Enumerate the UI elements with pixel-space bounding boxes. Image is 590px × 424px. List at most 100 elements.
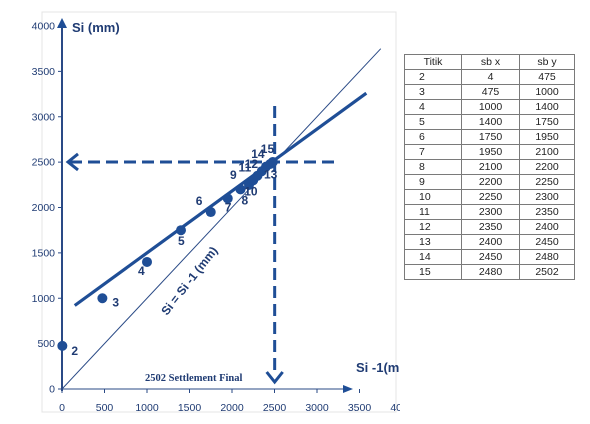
point-label: 8 <box>242 193 249 207</box>
cell-sb-x: 2450 <box>461 249 520 265</box>
data-point <box>142 256 152 267</box>
point-label: 12 <box>245 157 259 171</box>
point-label: 5 <box>178 234 185 248</box>
data-point <box>222 193 233 204</box>
cell-titik: 4 <box>404 99 462 115</box>
table-row: 6 1750 1950 <box>404 129 575 145</box>
cell-titik: 8 <box>404 159 462 175</box>
table-header-row: Titik sb x sb y <box>404 54 575 70</box>
x-tick-label: 3000 <box>305 402 329 414</box>
data-point <box>57 340 68 351</box>
cell-sb-x: 2480 <box>461 264 520 280</box>
y-axis-arrow-icon <box>57 18 67 28</box>
x-tick-label: 2000 <box>220 402 244 414</box>
settlement-chart: 0 500 1000 1500 2000 2500 3000 3500 4000 0 500 1000… <box>32 11 400 414</box>
chart-border <box>41 11 397 413</box>
data-table: Titik sb x sb y 2 4 475 3 475 1000 4 1000 1400… <box>404 54 575 280</box>
table-row: 15 2480 2502 <box>404 264 575 280</box>
y-tick-label: 3000 <box>32 111 56 123</box>
cell-titik: 3 <box>404 84 462 100</box>
data-point <box>235 184 246 195</box>
cell-sb-x: 2350 <box>461 219 520 235</box>
cell-titik: 9 <box>404 174 462 190</box>
y-tick-label: 2500 <box>32 157 56 169</box>
cell-sb-y: 2300 <box>519 189 575 205</box>
settlement-final-annotation: 2502 Settlement Final <box>145 373 242 384</box>
point-label: 2 <box>71 344 78 358</box>
y-tick-label: 4000 <box>32 21 56 33</box>
cell-sb-y: 2350 <box>519 204 575 220</box>
cell-sb-x: 1950 <box>461 144 520 160</box>
cell-sb-y: 2450 <box>519 234 575 250</box>
y-tick-label: 500 <box>37 338 55 350</box>
cell-sb-x: 2250 <box>461 189 520 205</box>
table-row: 2 4 475 <box>404 69 575 85</box>
table-row: 9 2200 2250 <box>404 174 575 190</box>
cell-sb-x: 4 <box>461 69 520 85</box>
point-label: 11 <box>239 161 252 175</box>
table-row: 13 2400 2450 <box>404 234 575 250</box>
identity-line <box>61 48 382 390</box>
y-tick-label: 0 <box>49 384 55 396</box>
table-row: 10 2250 2300 <box>404 189 575 205</box>
point-label: 6 <box>196 194 203 208</box>
x-tick-label: 0 <box>59 402 65 414</box>
x-axis-arrow-icon <box>343 385 353 393</box>
table-row: 11 2300 2350 <box>404 204 575 220</box>
point-label: 3 <box>112 295 119 309</box>
table-row: 5 1400 1750 <box>404 114 575 130</box>
table-row: 8 2100 2200 <box>404 159 575 175</box>
data-point <box>205 207 216 218</box>
y-axis-title: Si (mm) <box>72 20 120 35</box>
cell-sb-y: 2400 <box>519 219 575 235</box>
cell-titik: 5 <box>404 114 462 130</box>
cell-sb-y: 1750 <box>519 114 575 130</box>
table-row: 3 475 1000 <box>404 84 575 100</box>
data-point <box>176 225 186 236</box>
cell-sb-x: 1000 <box>461 99 520 115</box>
cell-sb-x: 1750 <box>461 129 520 145</box>
table-row: 12 2350 2400 <box>404 219 575 235</box>
x-tick-label: 2500 <box>263 402 287 414</box>
table-row: 7 1950 2100 <box>404 144 575 160</box>
cell-titik: 10 <box>404 189 462 205</box>
x-tick-label: 1500 <box>178 402 202 414</box>
cell-sb-x: 2400 <box>461 234 520 250</box>
cell-sb-y: 2502 <box>519 264 575 280</box>
cell-sb-y: 475 <box>519 69 575 85</box>
cell-titik: 7 <box>404 144 462 160</box>
y-tick-label: 2000 <box>32 202 56 214</box>
cell-titik: 14 <box>404 249 462 265</box>
table-row: 4 1000 1400 <box>404 99 575 115</box>
header-titik: Titik <box>404 54 462 70</box>
cell-titik: 15 <box>404 264 462 280</box>
table-row: 14 2450 2480 <box>404 249 575 265</box>
x-tick-label: 3500 <box>348 402 372 414</box>
cell-sb-y: 1950 <box>519 129 575 145</box>
cell-sb-x: 2200 <box>461 174 520 190</box>
point-label: 10 <box>244 184 258 198</box>
y-tick-label: 3500 <box>32 66 56 78</box>
cell-sb-y: 2200 <box>519 159 575 175</box>
point-label: 4 <box>138 264 145 278</box>
cell-sb-x: 1400 <box>461 114 520 130</box>
cell-titik: 13 <box>404 234 462 250</box>
point-label: 9 <box>230 168 237 182</box>
cell-sb-y: 2250 <box>519 174 575 190</box>
cell-sb-x: 2100 <box>461 159 520 175</box>
cell-sb-y: 1400 <box>519 99 575 115</box>
x-axis-title: Si -1(mm) <box>356 360 400 375</box>
point-label: 14 <box>251 147 265 161</box>
down-arrowhead-icon <box>265 371 284 385</box>
cell-titik: 2 <box>404 69 462 85</box>
identity-line-label: Si = Si -1 (mm) <box>158 244 220 318</box>
cell-sb-x: 475 <box>461 84 520 100</box>
point-label: 7 <box>225 200 232 214</box>
cell-titik: 11 <box>404 204 462 220</box>
x-tick-label: 500 <box>96 402 114 414</box>
cell-sb-y: 2100 <box>519 144 575 160</box>
data-point <box>267 156 278 167</box>
y-tick-label: 1500 <box>32 247 56 259</box>
y-tick-label: 1000 <box>32 293 56 305</box>
cell-sb-y: 2480 <box>519 249 575 265</box>
